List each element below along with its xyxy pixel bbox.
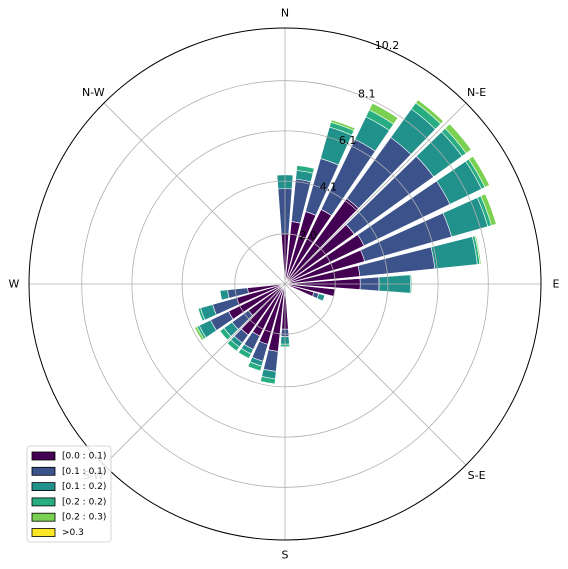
direction-label-s-e: S-E [468,469,486,482]
sector-4-bin-4 [415,99,444,125]
grid-spoke-225 [103,283,286,466]
legend-label-3: [0.2 : 0.2) [62,497,106,507]
legend-label-5: >0.3 [62,528,84,538]
radial-tick-label-0: 2.0 [299,229,317,242]
radial-tick-label-1: 4.1 [320,180,338,193]
legend-label-1: [0.1 : 0.1) [62,467,106,477]
legend-swatch-0 [31,451,56,461]
legend-label-4: [0.2 : 0.3) [62,513,106,523]
legend-label-0: [0.0 : 0.1) [62,452,106,462]
sector-3-bin-4 [368,102,399,125]
direction-label-n-w: N-W [82,86,105,99]
direction-label-n-e: N-E [467,86,486,99]
radial-tick-label-3: 8.1 [358,88,376,101]
legend-swatch-1 [31,466,56,476]
legend-label-2: [0.1 : 0.2) [62,482,106,492]
sector-8-bin-2 [430,236,478,270]
polar-grid [28,27,542,541]
legend-swatch-3 [31,497,56,507]
sector-2-bin-4 [330,119,356,132]
radial-tick-label-4: 10.2 [375,39,400,52]
legend-swatch-4 [31,512,56,522]
sector-8-bin-4 [474,235,482,265]
direction-label-s: S [282,549,289,562]
sector-19-bin-3 [247,361,263,372]
grid-spoke-315 [284,283,467,466]
sector-20-bin-3 [260,376,276,385]
sector-13-bin-2 [219,289,230,301]
sector-11-bin-2 [316,293,326,302]
sector-6-bin-4 [468,155,490,188]
sector-1-bin-3 [296,165,315,174]
radial-tick-label-2: 6.1 [339,134,357,147]
sector-16-bin-3 [219,327,232,341]
direction-label-n: N [281,7,289,20]
direction-label-w: W [9,278,20,291]
legend: [0.0 : 0.1) [0.1 : 0.1) [0.1 : 0.2) [0.2 : … [26,445,112,543]
sector-7-bin-4 [480,193,497,226]
grid-spoke-135 [103,102,286,285]
grid-spoke-45 [284,102,467,285]
legend-swatch-2 [31,482,56,492]
legend-swatch-5 [31,528,56,537]
sector-18-bin-3 [238,347,252,359]
outer-circle [28,27,542,541]
labels-layer: EN-ENN-WWS-WSS-E2.04.16.18.110.2 [9,7,560,562]
sector-15-bin-4 [194,326,205,341]
sector-14-bin-3 [197,307,206,322]
sector-17-bin-3 [226,339,240,352]
sector-5-bin-4 [444,123,472,154]
direction-label-e: E [553,278,560,291]
